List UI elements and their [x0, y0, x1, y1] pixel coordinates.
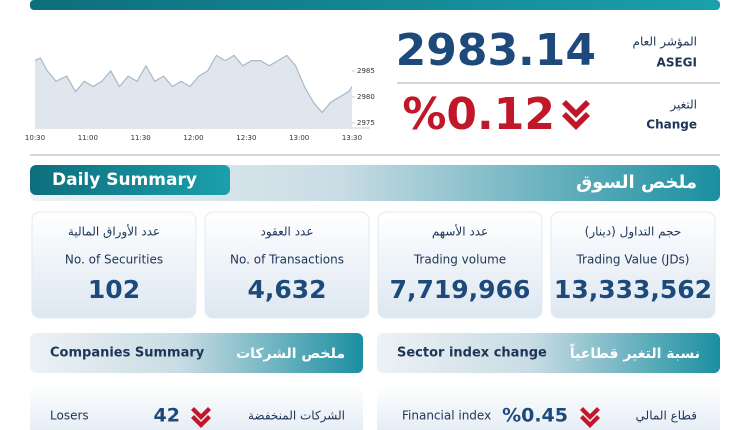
summary-card [204, 211, 370, 319]
y-tick-label: 2975 [357, 119, 375, 127]
card-value: 13,333,562 [554, 275, 712, 304]
row-label-ar: قطاع المالي [636, 409, 697, 423]
summary-card [31, 211, 197, 319]
summary-card [377, 211, 543, 319]
section-title-ar: نسبة التغير قطاعياً [570, 343, 700, 362]
line [34, 54, 353, 114]
card-label-ar: عدد الأسهم [432, 224, 488, 239]
index-name-ar: المؤشر العام [633, 35, 697, 50]
section-bar [30, 333, 363, 373]
card-label-ar: عدد العقود [260, 225, 313, 240]
index-value: 2983.14 [396, 25, 596, 76]
section-title-en: Companies Summary [50, 346, 205, 361]
row-card [377, 385, 720, 430]
card-label-ar: حجم التداول (دينار) [585, 225, 682, 240]
x-tick-label: 13:00 [289, 134, 309, 142]
change-value: %0.12 [402, 89, 555, 140]
x-tick-label: 10:30 [25, 134, 45, 142]
section-title-ar: ملخص الشركات [236, 346, 345, 362]
section-bar [377, 333, 720, 373]
card-value: 102 [88, 275, 140, 304]
summary-card [550, 211, 716, 319]
card-value: 7,719,966 [390, 275, 531, 304]
y-tick-label: 2985 [357, 67, 375, 75]
index-name-en: ASEGI [657, 56, 697, 70]
row-value: %0.45 [502, 405, 568, 427]
x-tick-label: 12:30 [236, 134, 256, 142]
section-title-ar: ملخص السوق [576, 172, 697, 193]
change-ar: التغير [669, 98, 697, 113]
card-value: 4,632 [247, 275, 326, 304]
card-label-en: No. of Transactions [230, 253, 344, 267]
section-tab [30, 165, 230, 195]
area [35, 55, 352, 128]
down-icon [580, 407, 600, 428]
x-tick-label: 13:30 [342, 134, 362, 142]
row-label-en: Financial index [402, 409, 491, 423]
top-strip [30, 0, 720, 10]
x-tick-label: 11:30 [131, 134, 151, 142]
card-label-ar: عدد الأوراق المالية [68, 224, 160, 240]
card-label-en: Trading volume [413, 253, 506, 267]
row-label-ar: الشركات المنخفضة [248, 409, 345, 424]
down-icon [191, 407, 211, 428]
x-tick-label: 12:00 [183, 134, 203, 142]
row-label-en: Losers [50, 409, 89, 423]
section-title-en: Sector index change [397, 346, 547, 361]
down-icon [562, 100, 590, 130]
section-title-en: Daily Summary [52, 170, 197, 190]
row-value: 42 [154, 405, 180, 427]
change-en: Change [646, 118, 697, 132]
row-card [30, 385, 363, 430]
card-label-en: Trading Value (JDs) [575, 253, 689, 267]
x-tick-label: 11:00 [78, 134, 98, 142]
y-tick-label: 2980 [357, 93, 375, 101]
card-label-en: No. of Securities [65, 253, 163, 267]
